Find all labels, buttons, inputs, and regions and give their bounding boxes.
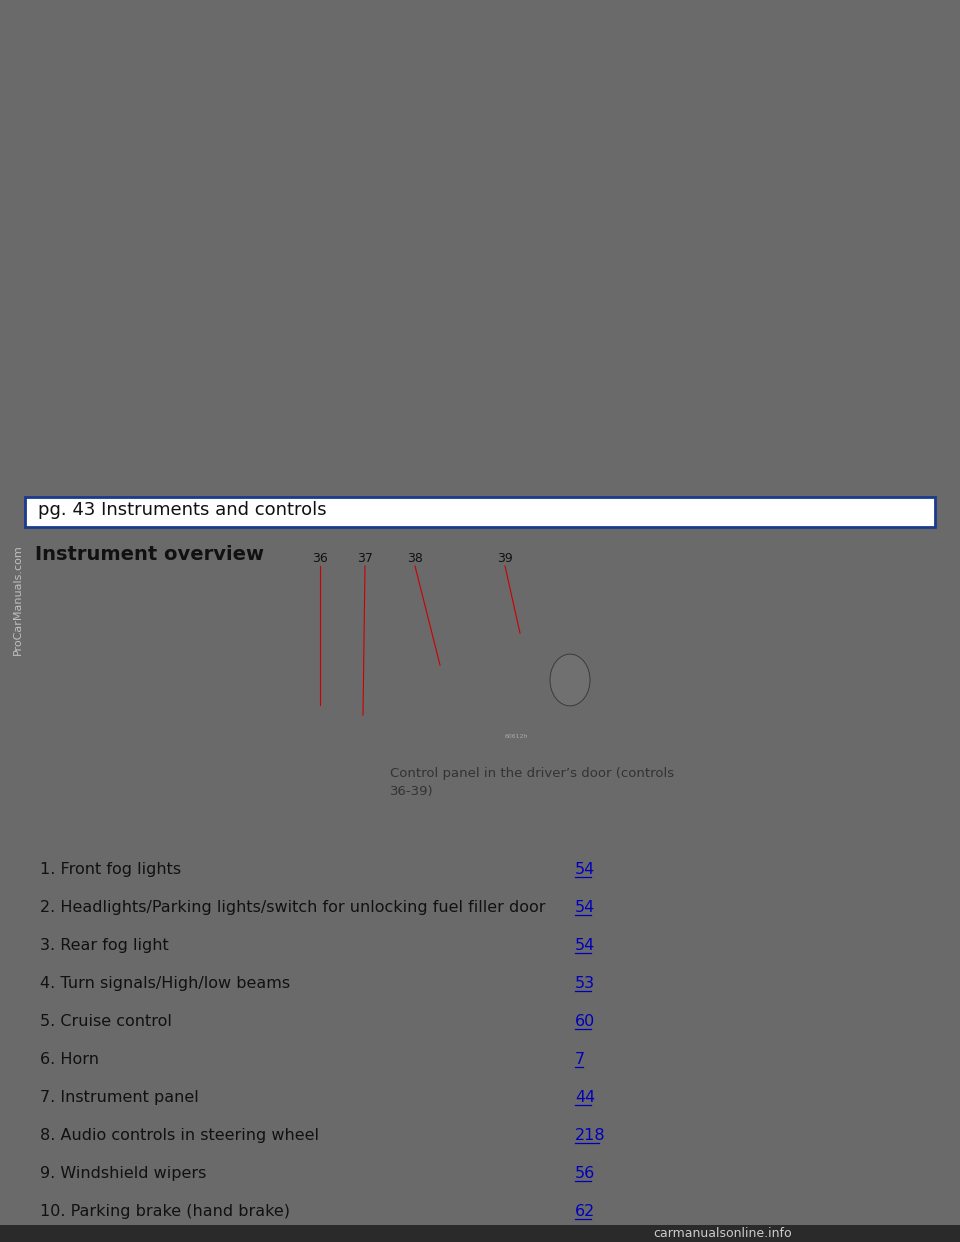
Text: 7. Instrument panel: 7. Instrument panel	[40, 1090, 199, 1105]
Text: 60612h: 60612h	[505, 734, 529, 739]
FancyBboxPatch shape	[148, 170, 188, 450]
FancyBboxPatch shape	[10, 10, 950, 1232]
Text: 4. Turn signals/High/low beams: 4. Turn signals/High/low beams	[40, 976, 290, 991]
Circle shape	[299, 307, 327, 344]
Text: 6: 6	[324, 469, 330, 479]
Text: |: |	[775, 462, 779, 472]
Text: 34: 34	[518, 99, 531, 109]
Text: 5: 5	[291, 469, 298, 479]
Text: 10. Parking brake (hand brake): 10. Parking brake (hand brake)	[40, 1203, 290, 1218]
Text: 56: 56	[575, 1166, 595, 1181]
Text: 21: 21	[371, 138, 383, 148]
Text: 10: 10	[453, 469, 465, 479]
Text: 5. Cruise control: 5. Cruise control	[40, 1013, 172, 1030]
Text: 32: 32	[518, 60, 531, 70]
Text: 54: 54	[575, 938, 595, 953]
Text: 35: 35	[518, 122, 531, 132]
Text: 24: 24	[530, 138, 542, 148]
Text: 22: 22	[423, 138, 436, 148]
Text: 20: 20	[317, 138, 329, 148]
Text: 30: 30	[108, 400, 120, 410]
FancyBboxPatch shape	[428, 301, 548, 400]
Text: 44: 44	[575, 1090, 595, 1105]
Text: 4: 4	[258, 469, 265, 479]
Circle shape	[550, 655, 590, 705]
Text: 13: 13	[551, 469, 564, 479]
Text: 218: 218	[575, 1128, 606, 1143]
FancyBboxPatch shape	[25, 497, 935, 527]
Text: 26: 26	[637, 138, 650, 148]
Text: 40: 40	[690, 138, 703, 148]
FancyBboxPatch shape	[310, 15, 510, 145]
Text: 15: 15	[617, 469, 629, 479]
Text: 11: 11	[486, 469, 498, 479]
Text: 19: 19	[264, 138, 276, 148]
Text: 36-39): 36-39)	[390, 785, 434, 799]
Text: 16: 16	[684, 469, 697, 479]
FancyBboxPatch shape	[148, 170, 765, 450]
Text: 18: 18	[210, 138, 223, 148]
Text: 7: 7	[575, 1052, 586, 1067]
Text: 17: 17	[156, 138, 169, 148]
Text: 14: 14	[584, 469, 596, 479]
Text: 39: 39	[497, 551, 513, 565]
Text: 27: 27	[744, 138, 756, 148]
Polygon shape	[365, 70, 410, 130]
Text: Instrument overview: Instrument overview	[35, 545, 264, 564]
FancyBboxPatch shape	[148, 170, 765, 230]
Text: carmanualsonline.info: carmanualsonline.info	[653, 1227, 791, 1240]
Circle shape	[370, 226, 446, 324]
Polygon shape	[295, 619, 605, 751]
Text: 36: 36	[312, 551, 328, 565]
Text: 29: 29	[108, 325, 120, 335]
Text: 1: 1	[160, 469, 166, 479]
Text: 2. Headlights/Parking lights/switch for unlocking fuel filler door: 2. Headlights/Parking lights/switch for …	[40, 900, 545, 915]
Text: 8. Audio controls in steering wheel: 8. Audio controls in steering wheel	[40, 1128, 319, 1143]
Text: 1. Front fog lights: 1. Front fog lights	[40, 862, 181, 877]
Polygon shape	[376, 637, 534, 733]
Text: ProCarManuals.com: ProCarManuals.com	[13, 545, 23, 656]
Circle shape	[255, 251, 371, 400]
Text: 53: 53	[575, 976, 595, 991]
Text: 3. Rear fog light: 3. Rear fog light	[40, 938, 169, 953]
Text: 7: 7	[357, 469, 363, 479]
Text: 8: 8	[390, 469, 396, 479]
Text: 12: 12	[518, 469, 531, 479]
Text: 54: 54	[575, 900, 595, 915]
Text: 54: 54	[575, 862, 595, 877]
Text: 33: 33	[518, 79, 531, 89]
Text: 38: 38	[407, 551, 423, 565]
Text: 3: 3	[226, 469, 231, 479]
Text: pg. 43 Instruments and controls: pg. 43 Instruments and controls	[38, 501, 326, 519]
Text: 23: 23	[477, 138, 490, 148]
Text: 28: 28	[108, 250, 120, 260]
Text: 2: 2	[193, 469, 199, 479]
Text: 9: 9	[422, 469, 429, 479]
Text: 62: 62	[575, 1203, 595, 1218]
Circle shape	[460, 226, 536, 324]
FancyBboxPatch shape	[360, 35, 380, 50]
Text: 37: 37	[357, 551, 372, 565]
Text: 60: 60	[575, 1013, 595, 1030]
Text: 25: 25	[584, 138, 596, 148]
Text: 6. Horn: 6. Horn	[40, 1052, 99, 1067]
Text: Control panel in the driver’s door (controls: Control panel in the driver’s door (cont…	[390, 768, 674, 780]
FancyBboxPatch shape	[0, 1225, 960, 1242]
Text: 9. Windshield wipers: 9. Windshield wipers	[40, 1166, 206, 1181]
FancyBboxPatch shape	[635, 250, 765, 450]
Text: 31: 31	[518, 34, 531, 43]
